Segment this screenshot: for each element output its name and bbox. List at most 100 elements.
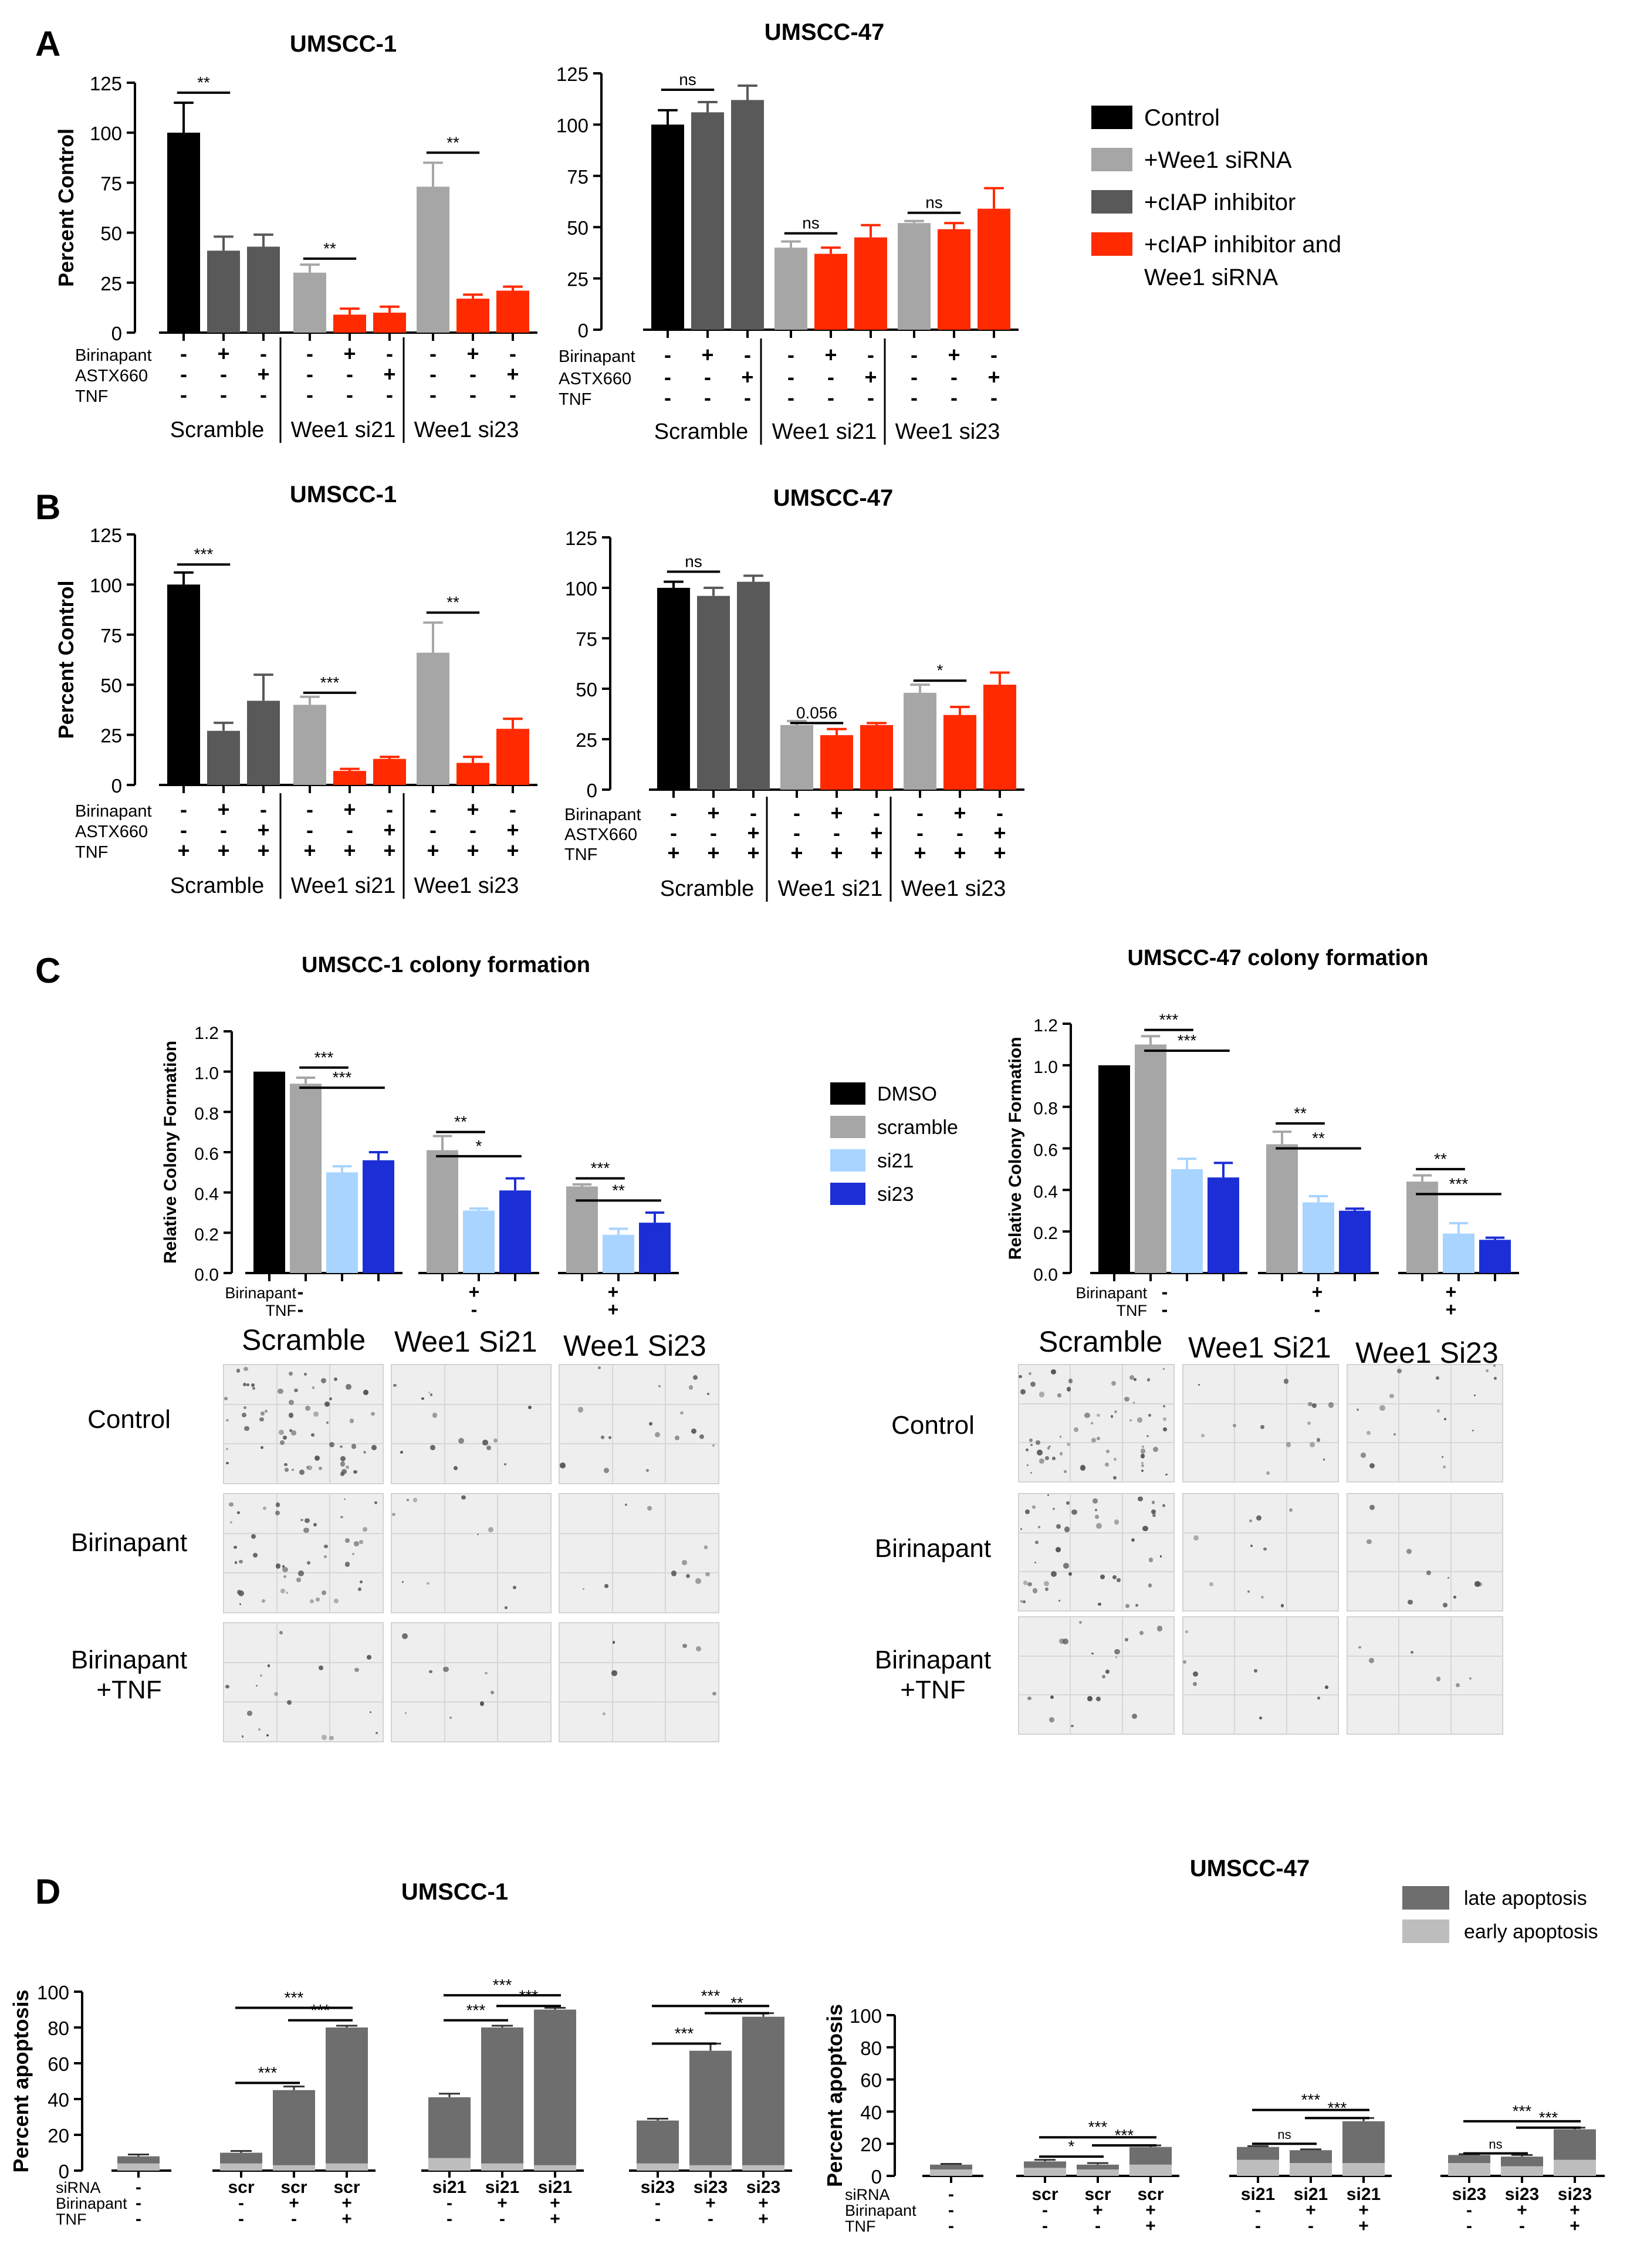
significance-label: *** (1513, 2102, 1532, 2120)
y-tick-label: 100 (556, 114, 588, 136)
colony-grid-cell (1450, 1695, 1503, 1734)
significance-label: ** (1294, 1104, 1307, 1122)
group-label: Wee1 si21 (772, 419, 877, 444)
colony-dot (429, 1444, 435, 1450)
colony-dot (695, 1578, 702, 1585)
condition-sign: - (260, 382, 267, 407)
condition-sign: - (750, 801, 757, 825)
condition-sign: + (953, 801, 966, 825)
colony-dot (1307, 1421, 1311, 1425)
colony-dot (1162, 1427, 1167, 1432)
bar (691, 112, 724, 330)
colony-dot (1114, 1648, 1120, 1655)
colony-grid-cell (1122, 1443, 1174, 1482)
y-tick-label: 60 (48, 2053, 69, 2075)
legend-label: +cIAP inhibitor and (1144, 232, 1341, 258)
y-tick-label: 125 (565, 527, 597, 549)
colony-dot (577, 1407, 584, 1413)
significance-label: ** (612, 1181, 625, 1199)
bar-early-apoptosis (637, 2163, 679, 2171)
bar (247, 246, 280, 333)
colony-dot (262, 1506, 267, 1511)
colony-dot (1426, 1570, 1431, 1575)
bar (639, 1223, 671, 1273)
condition-sign: - (655, 2209, 661, 2229)
colony-dot (1084, 1412, 1090, 1419)
y-tick-label: 1.0 (194, 1064, 219, 1084)
colony-dot (243, 1406, 246, 1409)
colony-grid-cell (559, 1533, 613, 1573)
y-tick-label: 80 (860, 2037, 882, 2059)
bar-late-apoptosis (1448, 2155, 1490, 2164)
colony-grid-cell (444, 1365, 498, 1404)
colony-dot (1456, 1683, 1460, 1687)
colony-grid-cell (1399, 1365, 1451, 1404)
condition-sign: - (447, 2209, 452, 2229)
colony-dot (353, 1541, 359, 1546)
colony-dot (392, 1513, 395, 1516)
colony-grid-cell (665, 1404, 719, 1444)
colony-dot (1148, 1414, 1151, 1417)
colony-grid-cell (330, 1533, 383, 1573)
condition-sign: - (916, 821, 924, 845)
colony-dot (1494, 1377, 1497, 1380)
colony-dot (371, 1445, 377, 1450)
colony-dot (624, 1503, 628, 1507)
colony-grid-cell (1019, 1695, 1071, 1734)
condition-sign: - (1042, 2216, 1048, 2236)
y-tick-label: 40 (48, 2089, 69, 2111)
colony-grid-cell (559, 1365, 613, 1404)
colony-grid-cell (1286, 1443, 1338, 1482)
significance-label: ** (447, 133, 459, 151)
colony-row-label: Birinapant +TNF (874, 1646, 992, 1704)
colony-dot (311, 1433, 314, 1437)
colony-dot (1116, 1578, 1121, 1582)
condition-sign: si21 (538, 2178, 572, 2197)
significance-label: * (1068, 2137, 1075, 2155)
colony-dot (305, 1518, 310, 1524)
bar (1098, 1065, 1130, 1273)
colony-row-label: Control (87, 1405, 171, 1434)
condition-sign: + (1446, 1281, 1457, 1302)
colony-dot (345, 1465, 349, 1470)
colony-dot (1031, 1505, 1036, 1509)
colony-dot (321, 1377, 327, 1383)
colony-dot (314, 1455, 320, 1461)
colony-dot (401, 1633, 408, 1640)
colony-dot (1357, 1408, 1359, 1411)
colony-dot (601, 1435, 605, 1439)
bar-late-apoptosis (1077, 2164, 1119, 2170)
condition-sign: + (506, 838, 519, 862)
condition-sign: + (506, 362, 519, 386)
legend-swatch (1091, 148, 1132, 171)
bar (854, 237, 887, 330)
condition-row-label: Birinapant (845, 2202, 916, 2219)
colony-dot (1052, 1457, 1056, 1460)
colony-dot (1047, 1494, 1050, 1496)
colony-dot (239, 1603, 242, 1605)
colony-column-label: Wee1 Si23 (1355, 1336, 1499, 1369)
colony-dot (318, 1666, 323, 1671)
y-tick-label: 0 (871, 2166, 882, 2188)
y-axis-label: Relative Colony Formation (161, 1041, 180, 1264)
condition-row-label: TNF (845, 2218, 875, 2235)
condition-sign: scr (1084, 2185, 1111, 2204)
bar (207, 251, 240, 333)
colony-grid-cell (330, 1365, 383, 1404)
condition-sign: + (466, 797, 479, 821)
colony-dot (1080, 1465, 1085, 1471)
colony-grid-cell (1070, 1532, 1122, 1572)
colony-dot (367, 1655, 372, 1660)
colony-grid-cell (276, 1623, 330, 1663)
colony-dot (229, 1502, 234, 1507)
colony-dot (1095, 1523, 1102, 1529)
condition-sign: - (655, 2193, 661, 2213)
colony-dot (1201, 1434, 1205, 1438)
colony-dot (404, 1712, 407, 1714)
condition-sign: - (670, 821, 677, 845)
y-tick-label: 0 (587, 780, 597, 801)
colony-dot (1037, 1450, 1043, 1456)
y-tick-label: 100 (565, 578, 597, 600)
group-label: Scramble (170, 418, 265, 442)
colony-dot (262, 1599, 266, 1603)
